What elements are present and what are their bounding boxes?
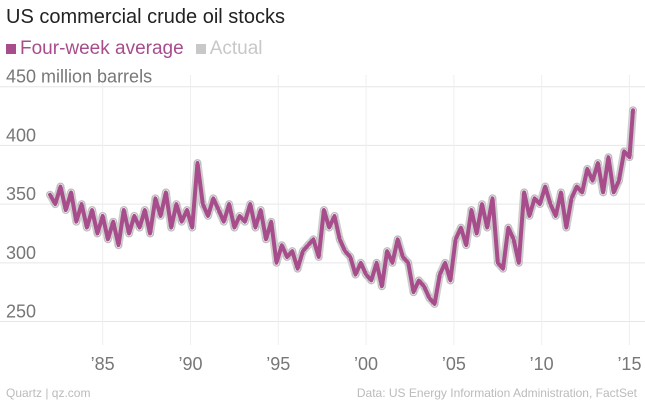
legend-item-actual[interactable]: Actual	[195, 38, 263, 60]
legend-label-actual: Actual	[209, 38, 263, 59]
x-tick-label: ’05	[442, 354, 466, 374]
y-tick-label: 350	[6, 184, 36, 204]
x-tick-label: ’95	[266, 354, 290, 374]
y-tick-label: 400	[6, 125, 36, 145]
y-tick-label: 450 million barrels	[6, 67, 152, 87]
footer-source-right: Data: US Energy Information Administrati…	[356, 386, 637, 400]
legend-swatch-average	[6, 44, 16, 54]
line-chart: 450 million barrels 400 350 300 250 ’85 ’90 ’95…	[0, 67, 645, 374]
y-tick-label: 300	[6, 243, 36, 263]
actual-series	[46, 106, 637, 308]
average-series	[48, 108, 635, 306]
chart-title: US commercial crude oil stocks	[6, 6, 285, 28]
legend: Four-week average Actual	[6, 38, 263, 60]
footer-source-left: Quartz | qz.com	[6, 386, 91, 400]
x-tick-label: ’85	[91, 354, 115, 374]
x-tick-label: ’15	[617, 354, 641, 374]
legend-swatch-actual	[195, 44, 206, 54]
legend-item-average[interactable]: Four-week average	[6, 38, 184, 60]
tick-labels: 450 million barrels 400 350 300 250 ’85 ’90 ’95…	[6, 67, 641, 374]
average-series-line	[48, 108, 635, 306]
grid	[0, 75, 645, 345]
legend-label-average: Four-week average	[20, 38, 184, 59]
x-tick-label: ’10	[530, 354, 554, 374]
actual-series-line	[46, 106, 637, 308]
x-tick-label: ’90	[178, 354, 202, 374]
x-tick-label: ’00	[354, 354, 378, 374]
y-tick-label: 250	[6, 302, 36, 322]
